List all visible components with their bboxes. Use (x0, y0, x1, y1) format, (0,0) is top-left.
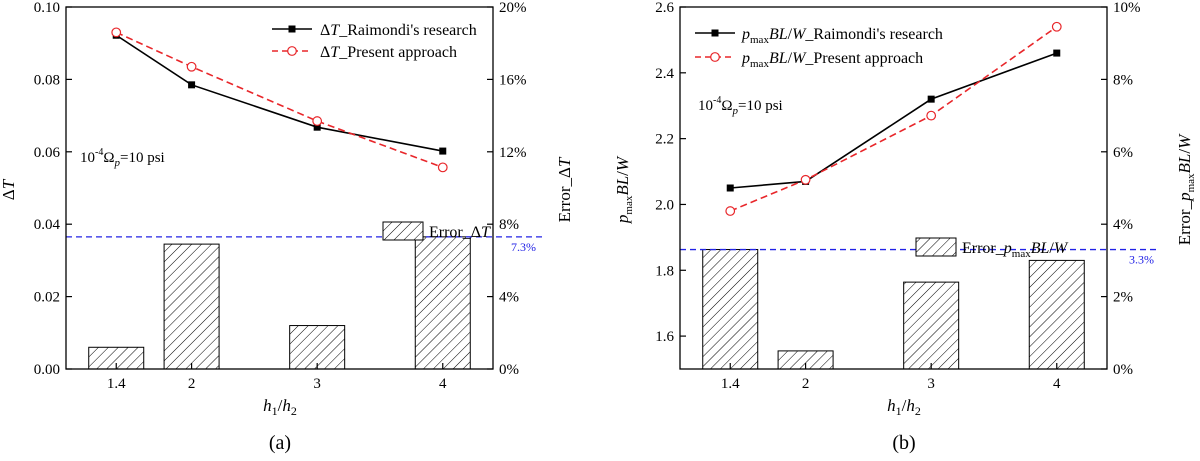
panel-b-y2-axis-label: Error_pmaxBL/W (1175, 133, 1197, 245)
panel-a-legend: ΔT_Raimondi's research ΔT_Present approa… (272, 22, 491, 241)
panel-a-y-tick-label: 0.00 (34, 362, 60, 378)
panel-b-plot-frame (679, 6, 1108, 370)
panel-a-series (111, 27, 448, 173)
panel-a-series-1-point (439, 147, 447, 155)
panel-a-annotation: 10-4Ωp=10 psi (80, 147, 165, 169)
panel-a-x-tick-label: 4 (439, 376, 447, 392)
panel-a-y-tick-label: 0.08 (34, 72, 60, 88)
panel-b-error-bar (903, 281, 960, 370)
panel-b-series-1-point (927, 95, 935, 103)
panel-a-y-tick-label: 0.04 (34, 217, 61, 233)
panel-a-x-tick-label: 1.4 (107, 376, 126, 392)
panel-a-legend-square-marker (288, 25, 296, 33)
panel-b-legend-bar-swatch (915, 237, 957, 257)
panel-a-error-bar (289, 325, 346, 370)
panel-a-y-tick-label: 0.06 (34, 145, 61, 161)
panel-a-series-2-point (437, 162, 448, 173)
panel-a-x-axis-label: h1/h2 (263, 396, 297, 418)
panel-b-threshold-label: 3.3% (1129, 253, 1154, 267)
panel-b-y2-tick-label: 2% (1113, 290, 1133, 306)
panel-b-y-axis-label: pmaxBL/W (613, 155, 635, 224)
panel-b-series-1-point (1053, 49, 1061, 57)
panel-a-series-2-point (111, 27, 122, 38)
panel-b-y-tick-label: 2.4 (655, 66, 674, 82)
panel-a-y-ticks: 0.00 0.02 0.04 0.06 0.08 0.10 (34, 0, 72, 378)
panel-a-y-axis-label: ΔT (0, 178, 18, 200)
panel-a-series-2-point (186, 61, 197, 72)
panel-b-y-tick-label: 2.2 (655, 132, 674, 148)
panel-a-threshold: 7.3% (66, 236, 546, 254)
panel-b-x-tick-label: 2 (802, 376, 810, 392)
panel-b-x-axis-label: h1/h2 (887, 396, 921, 418)
panel-b-legend-bars: Error_pmaxBL/W (962, 240, 1069, 260)
panel-a-label: (a) (269, 432, 291, 454)
panel-b-series-2-point (800, 174, 811, 185)
panel-a-y-tick-label: 0.02 (34, 290, 60, 306)
panel-a-y2-tick-label: 20% (499, 0, 527, 16)
panel-b-x-tick-label: 3 (927, 376, 935, 392)
panel-b-series-1-point (726, 184, 734, 192)
panel-b-label: (b) (892, 432, 915, 454)
panel-a-threshold-label: 7.3% (511, 240, 536, 254)
panel-b: 3.3% 1.6 1.8 2.0 2.2 2.4 2.6 0% 2% 4% 6% 8% 10% 1.… (613, 0, 1197, 454)
panel-b-legend: pmaxBL/W_Raimondi's research pmaxBL/W_Pr… (695, 26, 1069, 260)
panel-a-legend-series-2: ΔT_Present approach (320, 44, 457, 61)
panel-a-y2-tick-label: 4% (499, 290, 519, 306)
panel-b-annotation: 10-4Ωp=10 psi (698, 95, 783, 117)
panel-a-y2-tick-label: 12% (499, 145, 527, 161)
panel-b-series-2-point (1051, 21, 1062, 32)
panel-b-y-tick-label: 1.8 (655, 263, 674, 279)
panel-b-series-2-point (725, 206, 736, 216)
panel-b-x-tick-label: 1.4 (721, 376, 740, 392)
panel-a-series-1-point (313, 123, 321, 131)
panel-a-y-tick-label: 0.10 (34, 0, 60, 16)
panel-b-legend-series-1: pmaxBL/W_Raimondi's research (741, 26, 943, 46)
panel-a-series-2-point (312, 116, 323, 126)
panel-b-legend-series-2: pmaxBL/W_Present approach (741, 50, 923, 70)
panel-a-y2-tick-label: 0% (499, 362, 519, 378)
panel-a-legend-circle-marker (287, 46, 297, 56)
panel-b-y2-tick-label: 6% (1113, 145, 1133, 161)
panel-b-legend-circle-marker (710, 52, 720, 62)
panel-b-x-ticks: 1.4 2 3 4 (721, 363, 1061, 392)
panel-b-y-tick-label: 1.6 (655, 329, 674, 345)
panel-b-y2-ticks: 0% 2% 4% 6% 8% 10% (1101, 0, 1141, 378)
panel-b-error-bar (1028, 259, 1085, 370)
panel-b-y-ticks: 1.6 1.8 2.0 2.2 2.4 2.6 (655, 0, 686, 345)
panel-a-series-2-line (115, 31, 444, 169)
panel-b-series-2-line (729, 26, 1058, 212)
panel-a-x-tick-label: 3 (313, 376, 321, 392)
panel-a-error-bar (163, 243, 220, 370)
panel-a-legend-bar-swatch (382, 221, 424, 241)
panel-b-y-tick-label: 2.6 (655, 0, 674, 16)
panel-b-bars (702, 249, 1085, 370)
panel-a-legend-series-1: ΔT_Raimondi's research (320, 22, 477, 39)
panel-a-y2-tick-label: 8% (499, 217, 519, 233)
panel-b-y2-tick-label: 10% (1113, 0, 1141, 16)
panel-b-legend-square-marker (711, 29, 719, 37)
panel-b-y2-tick-label: 4% (1113, 217, 1133, 233)
panel-a-x-ticks: 1.4 2 3 4 (107, 363, 447, 392)
panel-a-plot-frame (65, 6, 494, 370)
panel-b-y2-tick-label: 8% (1113, 72, 1133, 88)
panel-a-bars (88, 236, 471, 370)
panel-a-y2-tick-label: 16% (499, 72, 527, 88)
panel-b-y-tick-label: 2.0 (655, 197, 674, 213)
panel-a-series-1-line (115, 34, 443, 152)
panel-a-y2-axis-label: Error_ΔT (555, 156, 574, 222)
panel-a-y2-ticks: 0% 4% 8% 12% 16% 20% (487, 0, 527, 378)
panel-b-series (725, 21, 1062, 216)
panel-b-series-1-line (730, 52, 1058, 189)
panel-b-series-2-point (926, 110, 937, 121)
panel-b-error-bar (702, 249, 759, 370)
panel-a-legend-bars: Error_ΔT (429, 224, 491, 241)
panel-a-x-tick-label: 2 (188, 376, 196, 392)
panel-a-series-1-point (188, 81, 196, 89)
panel-b-x-tick-label: 4 (1053, 376, 1061, 392)
panel-b-y2-tick-label: 0% (1113, 362, 1133, 378)
panel-a-error-bar (414, 236, 471, 370)
panel-a: 7.3% 0.00 0.02 0.04 0.06 0.08 0.10 0% 4% 8% 12% 1… (0, 0, 574, 454)
